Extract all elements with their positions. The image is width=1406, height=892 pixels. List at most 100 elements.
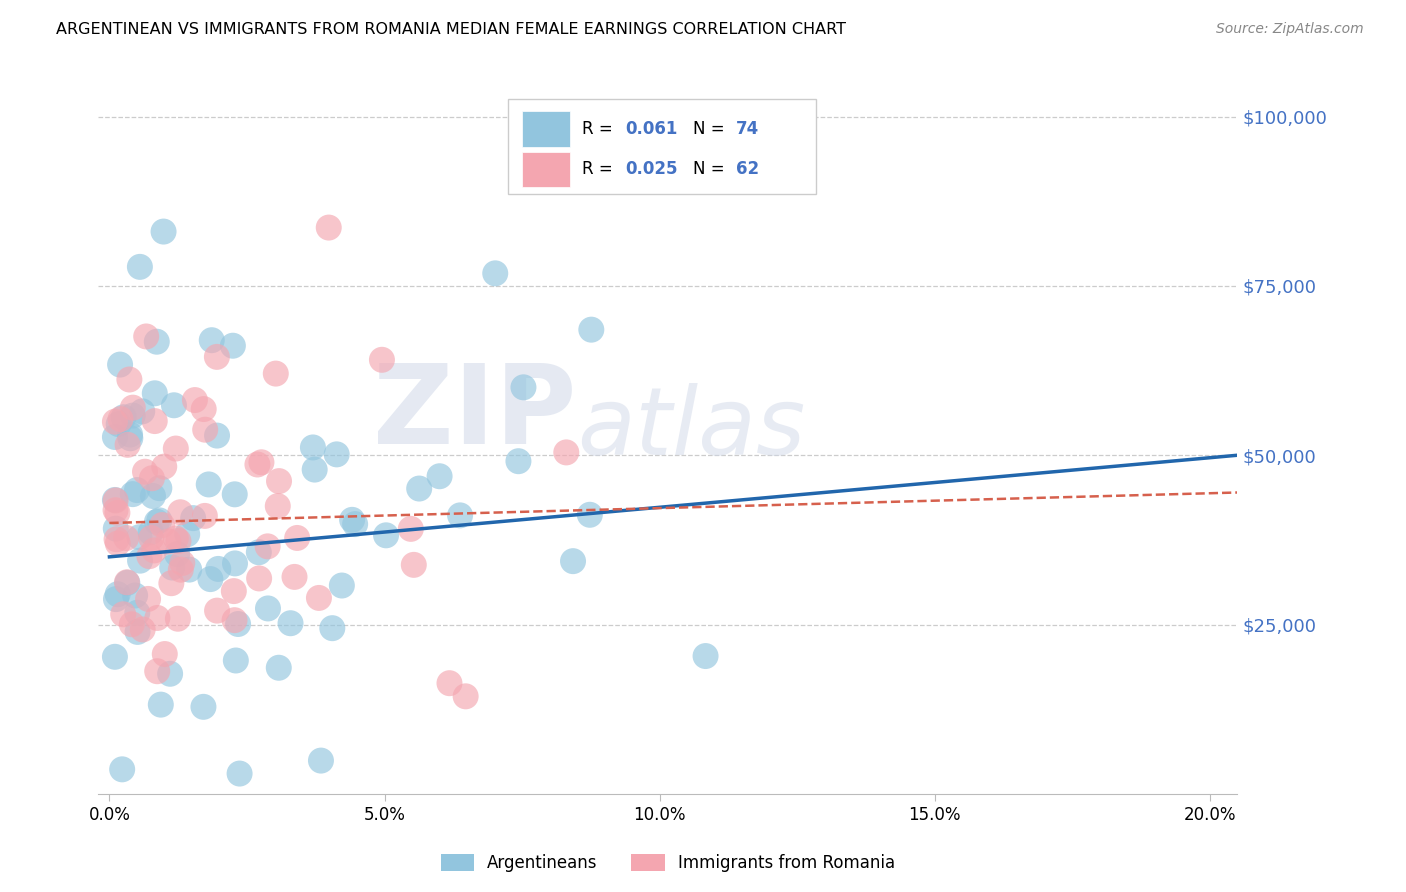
Point (138, 549, 160, 564)
Point (304, 462, 326, 476)
Point (124, 589, 146, 603)
Point (115, 575, 138, 590)
Point (224, 613, 246, 627)
Point (153, 647, 176, 661)
Point (121, 409, 143, 423)
Point (330, 578, 353, 592)
Point (257, 601, 280, 615)
Point (247, 571, 270, 585)
Point (184, 392, 207, 407)
Point (340, 513, 363, 527)
Point (256, 540, 278, 554)
Point (112, 410, 135, 425)
Point (226, 617, 249, 632)
Point (267, 661, 290, 675)
Point (484, 266, 506, 280)
Point (136, 591, 159, 606)
Point (555, 445, 578, 459)
Point (121, 617, 143, 632)
Point (110, 412, 132, 426)
Point (205, 428, 228, 442)
FancyBboxPatch shape (522, 152, 569, 186)
Point (148, 513, 170, 527)
Point (112, 607, 135, 622)
FancyBboxPatch shape (522, 112, 569, 146)
Point (246, 458, 269, 472)
Text: N =: N = (693, 120, 730, 138)
Point (166, 547, 188, 561)
Text: 74: 74 (737, 120, 759, 138)
Point (131, 623, 153, 637)
Point (308, 591, 330, 605)
Point (695, 648, 717, 663)
Point (280, 616, 302, 631)
Point (283, 570, 305, 584)
Point (402, 558, 425, 572)
Point (146, 611, 169, 625)
Point (148, 481, 170, 495)
Point (108, 358, 131, 372)
Point (371, 352, 394, 367)
Point (250, 455, 273, 469)
Point (285, 531, 308, 545)
Point (197, 477, 219, 491)
Point (118, 372, 141, 386)
Legend: Argentineans, Immigrants from Romania: Argentineans, Immigrants from Romania (433, 846, 903, 880)
Text: 62: 62 (737, 161, 759, 178)
Point (107, 587, 129, 601)
Point (150, 518, 173, 533)
Point (165, 442, 187, 456)
Point (163, 398, 186, 412)
Point (157, 534, 180, 549)
Point (104, 492, 127, 507)
Point (131, 404, 153, 418)
Point (134, 465, 156, 479)
Point (146, 515, 169, 529)
Point (222, 584, 245, 599)
Point (224, 487, 246, 501)
Point (160, 560, 183, 574)
Point (309, 754, 332, 768)
Point (128, 260, 150, 274)
Point (117, 438, 139, 452)
Point (449, 508, 471, 523)
Point (104, 430, 127, 444)
Point (179, 563, 201, 577)
Point (581, 323, 603, 337)
Point (225, 653, 247, 667)
Point (194, 423, 217, 437)
Point (104, 503, 127, 517)
Text: 0.025: 0.025 (626, 161, 678, 178)
Point (107, 536, 129, 550)
Point (439, 676, 461, 690)
Point (104, 592, 127, 607)
Point (508, 454, 530, 468)
Point (193, 402, 215, 417)
Point (228, 766, 250, 780)
Point (399, 522, 422, 536)
Point (181, 511, 204, 525)
Point (169, 505, 191, 519)
Point (120, 431, 142, 445)
Point (172, 556, 194, 570)
Point (193, 699, 215, 714)
Point (105, 506, 128, 520)
Text: ARGENTINEAN VS IMMIGRANTS FROM ROMANIA MEDIAN FEMALE EARNINGS CORRELATION CHART: ARGENTINEAN VS IMMIGRANTS FROM ROMANIA M… (56, 22, 846, 37)
Point (143, 386, 166, 401)
Point (117, 575, 139, 590)
Point (321, 621, 343, 635)
Point (127, 606, 149, 620)
Text: ZIP: ZIP (374, 360, 576, 467)
Point (129, 554, 152, 568)
Point (205, 604, 228, 618)
Point (408, 482, 430, 496)
Point (111, 762, 134, 776)
Point (127, 624, 149, 639)
Point (194, 508, 217, 523)
Point (200, 572, 222, 586)
Point (153, 459, 176, 474)
Point (344, 517, 367, 532)
Point (318, 220, 340, 235)
Point (104, 649, 127, 664)
Point (167, 612, 190, 626)
